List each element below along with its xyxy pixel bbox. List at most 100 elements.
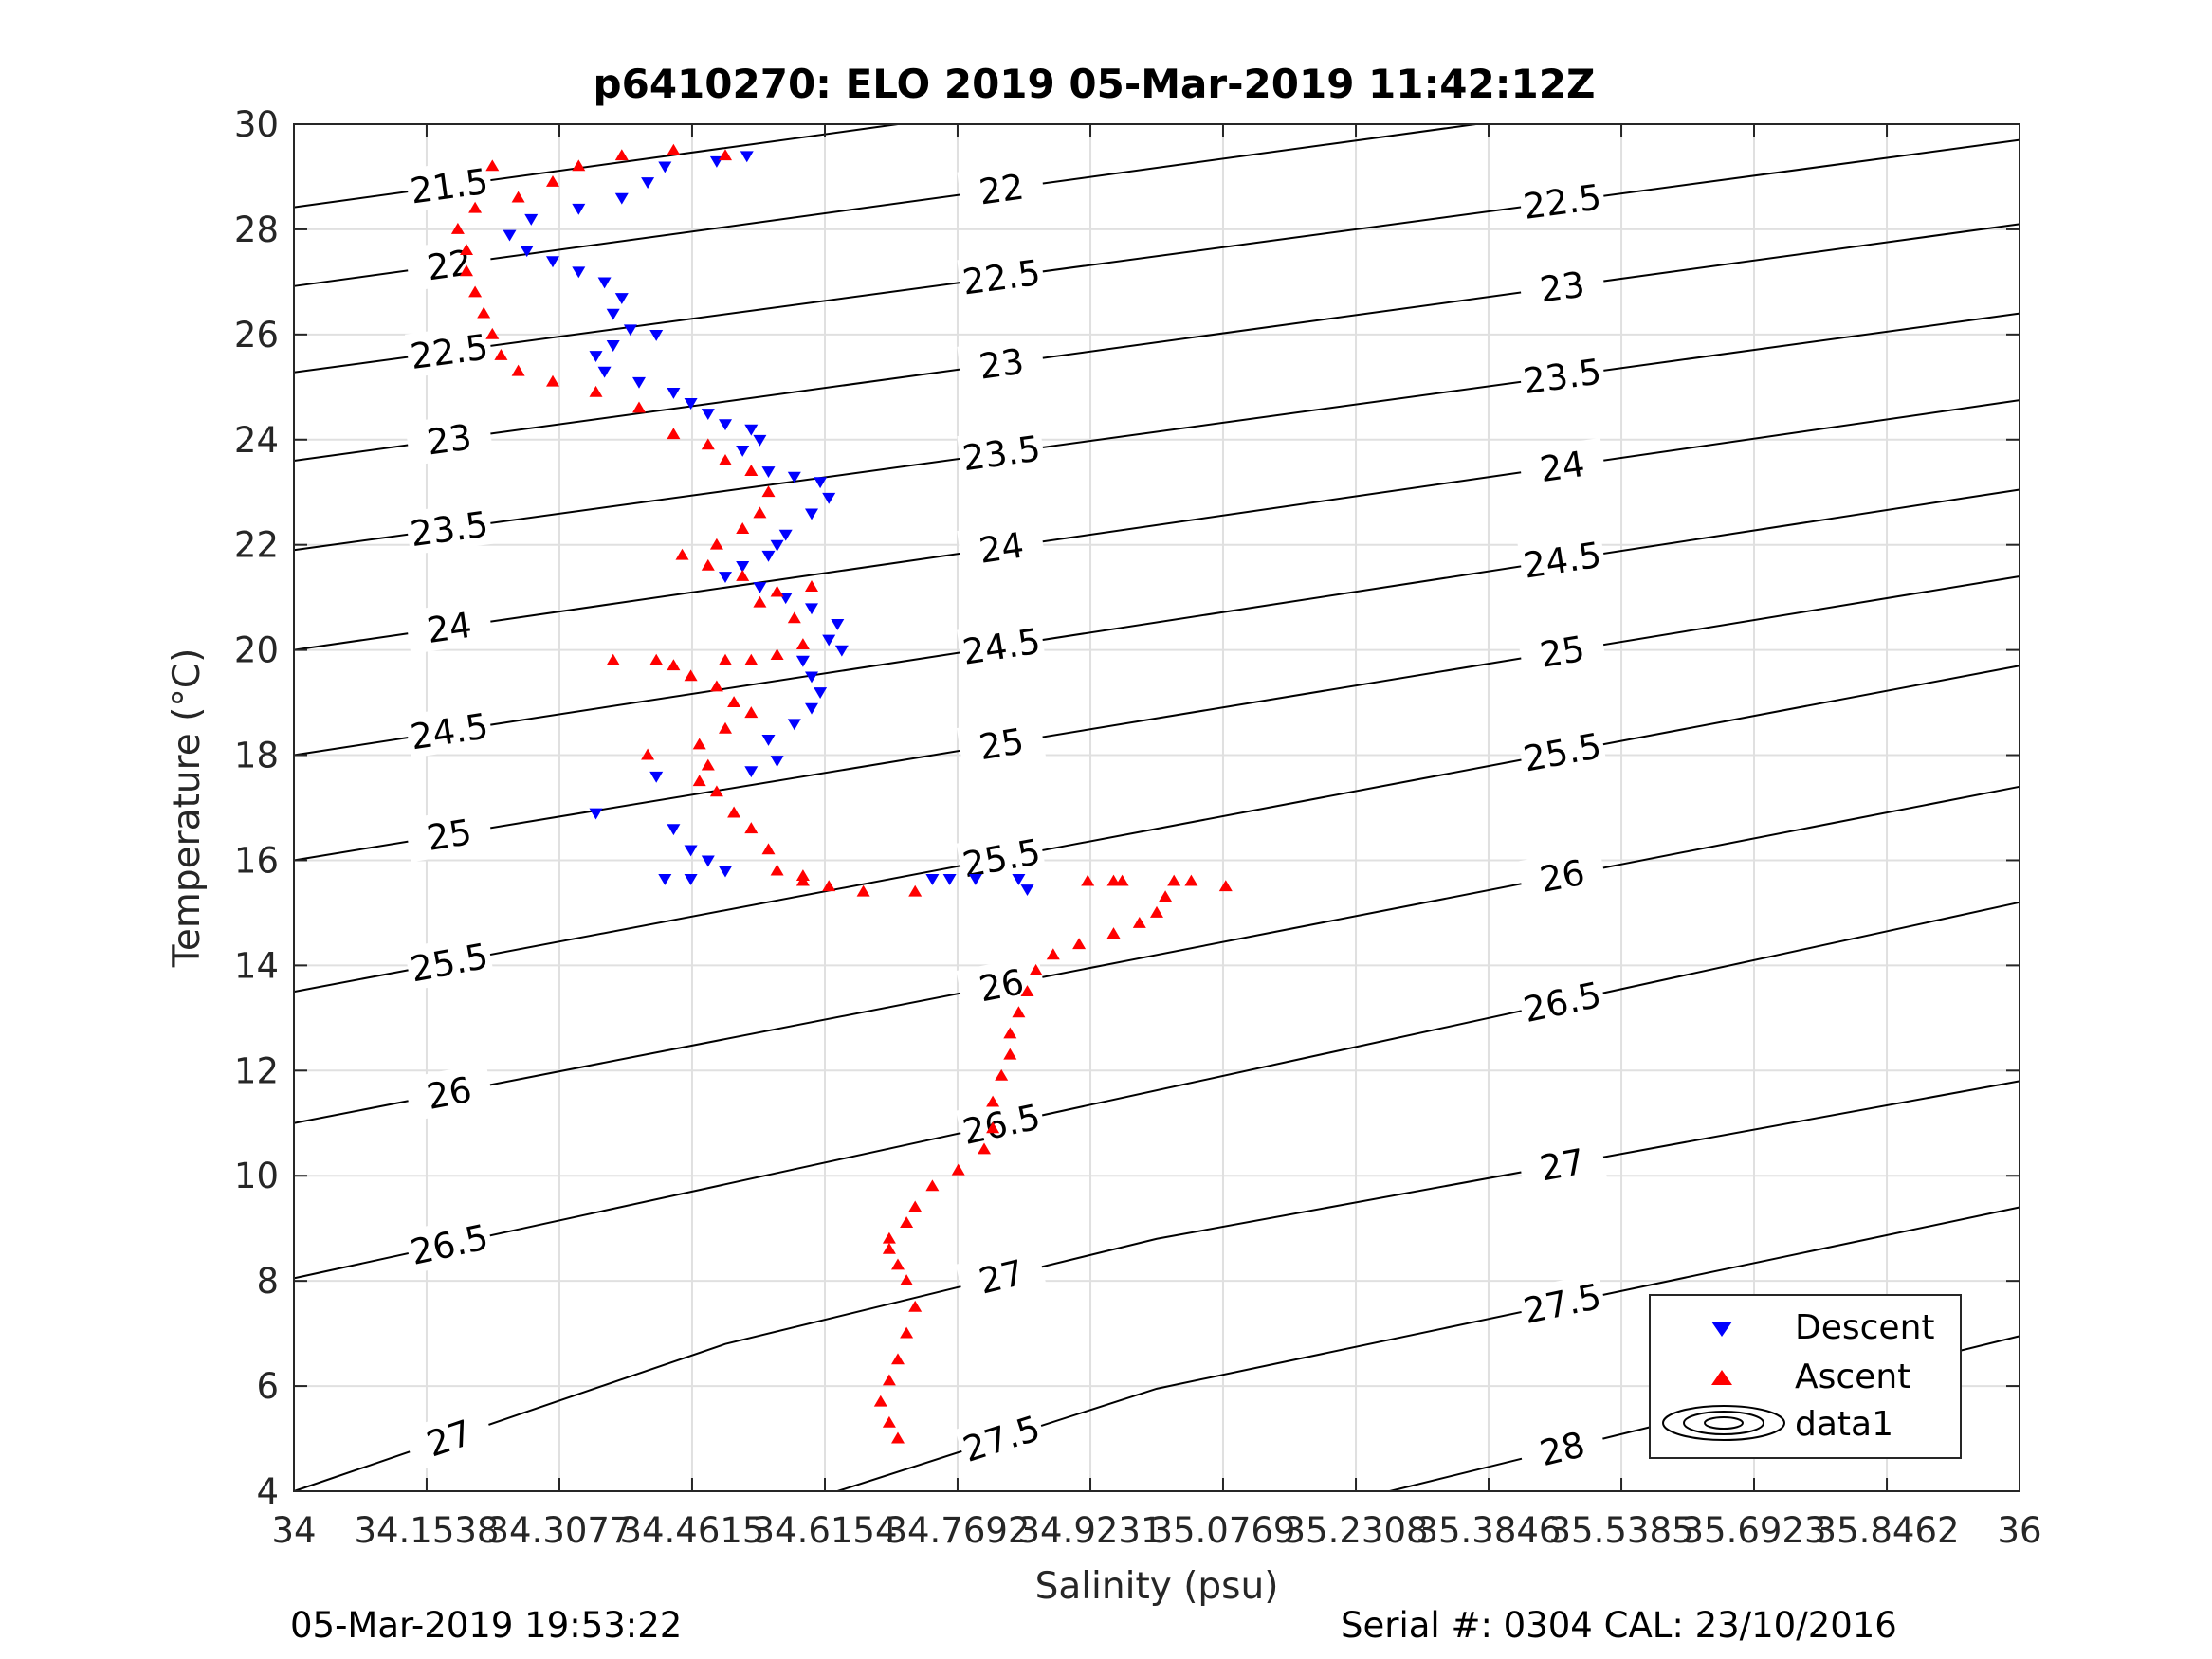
x-axis-label: Salinity (psu) — [1035, 1565, 1279, 1608]
density-contour-line — [293, 123, 899, 209]
descent-point — [641, 177, 655, 190]
ascent-point — [719, 149, 732, 161]
ascent-point — [460, 264, 473, 277]
contour-label-backdrop — [956, 714, 1047, 772]
contour-label-backdrop — [957, 335, 1046, 391]
ascent-point — [1150, 905, 1163, 918]
chart-title: p6410270: ELO 2019 05-Mar-2019 11:42:12Z — [594, 61, 1596, 107]
density-contour-label-group: 25 — [956, 714, 1047, 772]
ascent-point — [908, 1300, 923, 1312]
ascent-point — [891, 1258, 905, 1270]
density-contour-label-group: 24.5 — [957, 617, 1047, 674]
descent-point — [503, 229, 517, 242]
descent-point — [805, 671, 818, 684]
contour-label-backdrop — [404, 236, 494, 292]
ascent-point — [1218, 880, 1233, 892]
ascent-point — [736, 522, 750, 534]
descent-point — [761, 466, 776, 479]
ascent-point — [1029, 963, 1043, 975]
ascent-point — [1184, 874, 1198, 886]
descent-point — [805, 702, 818, 715]
ascent-point — [460, 244, 473, 256]
ascent-point — [719, 721, 732, 734]
descent-point — [736, 445, 750, 457]
legend-data1-label: data1 — [1795, 1405, 1893, 1444]
contour-label-backdrop — [1516, 1272, 1608, 1333]
density-contour-label-group: 23 — [404, 410, 494, 466]
descent-point — [658, 873, 672, 885]
ascent-point — [770, 648, 784, 661]
descent-point — [814, 687, 828, 699]
density-contour-label: 23 — [425, 416, 474, 463]
descent-point — [770, 539, 784, 552]
ascent-point — [882, 1231, 896, 1244]
density-contour-label: 26 — [424, 1069, 475, 1118]
legend-box — [1649, 1294, 1962, 1459]
descent-point — [589, 351, 603, 363]
ascent-point — [770, 585, 784, 597]
x-tick-label: 34.1538 — [354, 1510, 499, 1551]
ascent-point — [770, 864, 784, 876]
descent-point — [649, 329, 664, 341]
density-contour-label-group: 26 — [956, 955, 1047, 1014]
x-tick-label: 35.0769 — [1150, 1510, 1295, 1551]
contour-label-backdrop — [957, 617, 1047, 674]
density-contour-label: 24 — [424, 605, 474, 651]
descent-point — [1012, 873, 1026, 885]
ascent-point — [986, 1121, 1000, 1134]
contour-label-backdrop — [1517, 721, 1608, 781]
contour-label-backdrop — [1516, 1416, 1608, 1480]
ascent-point — [787, 611, 801, 624]
descent-point — [795, 655, 810, 667]
ascent-point — [753, 506, 767, 519]
contour-label-backdrop — [957, 248, 1046, 303]
descent-point — [614, 293, 629, 305]
density-contour-label-group: 25.5 — [404, 932, 495, 991]
y-tick-label: 8 — [256, 1261, 279, 1302]
ascent-point — [667, 143, 681, 155]
y-tick-label: 10 — [234, 1156, 279, 1196]
ascent-point — [822, 880, 836, 892]
density-contour-label-group: 23.5 — [957, 425, 1046, 480]
density-contour-label-group: 25.5 — [1517, 721, 1608, 781]
contour-label-backdrop — [956, 955, 1047, 1014]
contour-label-backdrop — [403, 1212, 495, 1274]
ascent-point — [589, 385, 603, 397]
ascent-point — [882, 1415, 896, 1428]
descent-point — [546, 256, 559, 268]
descent-point — [606, 308, 620, 320]
ascent-point — [1106, 927, 1121, 939]
ascent-point — [450, 222, 465, 234]
density-contour-label-group: 27 — [955, 1244, 1048, 1307]
y-tick-label: 14 — [234, 945, 279, 986]
density-contour-label: 25 — [1537, 629, 1587, 676]
density-contour-line — [293, 312, 2020, 552]
ascent-point — [744, 822, 759, 834]
contour-label-backdrop — [957, 160, 1046, 216]
ascent-point — [891, 1431, 905, 1444]
descent-point — [805, 603, 818, 615]
ascent-point — [891, 1353, 905, 1365]
ascent-point — [761, 485, 776, 498]
descent-point — [614, 192, 629, 205]
descent-point — [744, 766, 759, 778]
density-contour-label-group: 26 — [404, 1062, 495, 1121]
ascent-point — [795, 638, 810, 649]
descent-point — [831, 618, 845, 630]
x-tick-label: 35.2308 — [1284, 1510, 1429, 1551]
ascent-point — [641, 748, 655, 760]
density-contour-label-group: 23 — [957, 335, 1046, 391]
ascent-point — [978, 1142, 991, 1155]
descent-point — [632, 376, 646, 389]
ascent-point — [511, 364, 525, 376]
descent-point — [753, 434, 767, 447]
footer-serial-cal: Serial #: 0304 CAL: 23/10/2016 — [1341, 1605, 1897, 1646]
descent-point — [740, 151, 754, 163]
descent-point — [719, 572, 732, 583]
density-contour-line — [293, 488, 2020, 757]
descent-point — [520, 246, 534, 258]
x-tick-label: 34.4615 — [619, 1510, 764, 1551]
descent-point — [814, 477, 828, 489]
contour-label-backdrop — [404, 805, 494, 863]
ascent-point — [1046, 948, 1060, 960]
